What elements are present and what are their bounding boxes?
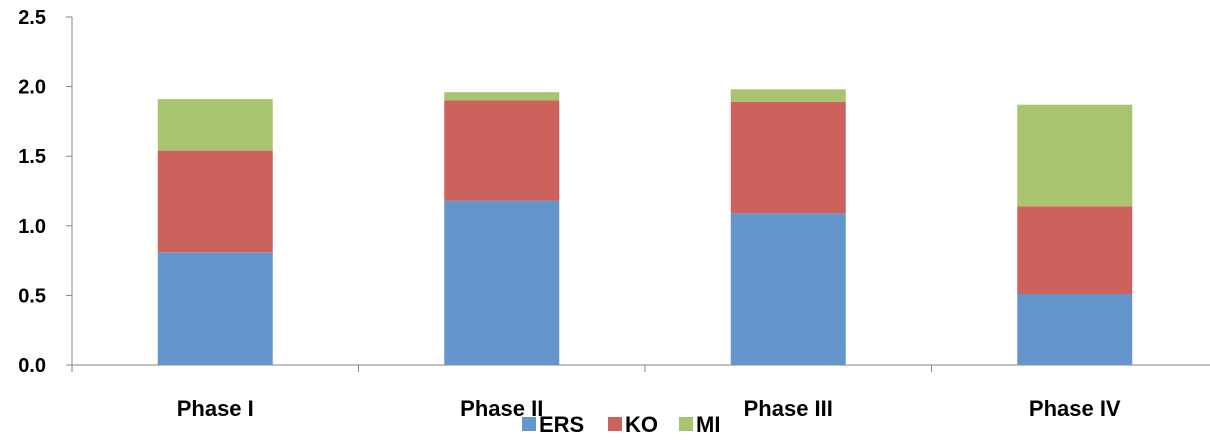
x-category-label: Phase II [460,396,543,421]
bar-segment-ko [444,100,560,201]
bar-segment-ko [730,101,846,214]
bar-segment-mi [157,99,273,151]
y-tick-label: 1.0 [18,216,46,238]
legend-label: ERS [539,412,584,437]
y-axis: 0.0 0.5 1.0 1.5 2.0 2.5 [18,7,73,377]
legend: ERS KO MI [522,412,720,437]
bar-segment-ers [157,252,273,365]
x-category-label: Phase IV [1029,396,1121,421]
legend-item-mi: MI [679,412,720,437]
legend-label: MI [696,412,720,437]
x-axis: Phase I Phase II Phase III Phase IV [71,364,1210,421]
bar-segment-ers [444,200,560,365]
bar-segment-mi [1017,104,1133,207]
legend-swatch [679,417,693,431]
y-tick-label: 0.5 [18,285,46,307]
bar-segment-mi [444,92,560,101]
legend-swatch [608,417,622,431]
x-category-label: Phase III [744,396,833,421]
y-tick-label: 2.5 [18,7,46,29]
bar-segment-ko [1017,206,1133,295]
legend-item-ko: KO [608,412,658,437]
bars [157,89,1133,365]
y-tick-label: 0.0 [18,355,46,377]
legend-item-ers: ERS [522,412,584,437]
bar-segment-ers [730,213,846,365]
x-category-label: Phase I [177,396,254,421]
bar-segment-ers [1017,294,1133,365]
y-tick-label: 1.5 [18,146,46,168]
legend-swatch [522,417,536,431]
legend-label: KO [625,412,658,437]
bar-segment-mi [730,89,846,102]
bar-segment-ko [157,150,273,253]
y-tick-label: 2.0 [18,77,46,99]
